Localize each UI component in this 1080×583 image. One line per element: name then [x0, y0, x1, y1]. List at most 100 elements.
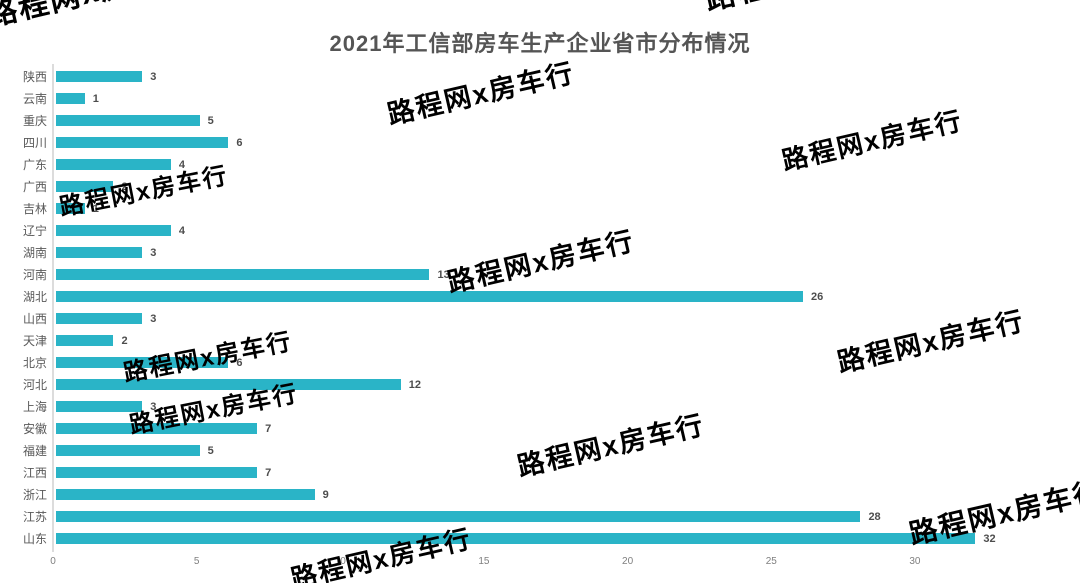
category-label: 吉林	[22, 202, 47, 216]
value-label: 26	[810, 291, 824, 303]
watermark-text: 路程网x房车行	[700, 0, 915, 19]
value-label: 7	[265, 423, 272, 435]
plot-area: 陕西 3 云南 1 重庆 5 四川 6 广东 4 广西 2 吉林 1 辽宁 4 湖南 3 河南 13 湖北 26 山西 3 天津…	[23, 66, 1063, 550]
bar	[56, 181, 114, 192]
x-tick-label: 5	[193, 556, 200, 567]
value-label: 6	[236, 137, 243, 149]
bar	[56, 423, 258, 434]
bar	[56, 379, 401, 390]
category-label: 江苏	[22, 510, 47, 524]
category-label: 福建	[22, 444, 47, 458]
bar	[56, 313, 143, 324]
category-label: 河北	[22, 378, 47, 392]
bar-row: 上海 3	[23, 396, 1063, 418]
bar-row: 安徽 7	[23, 418, 1063, 440]
bar-row: 河北 12	[23, 374, 1063, 396]
bar	[56, 401, 143, 412]
bar-row: 吉林 1	[23, 198, 1063, 220]
bar	[56, 71, 143, 82]
bar-row: 重庆 5	[23, 110, 1063, 132]
bar	[56, 225, 171, 236]
x-tick-label: 30	[909, 556, 921, 567]
value-label: 1	[92, 203, 99, 215]
bar	[56, 115, 200, 126]
bar-row: 天津 2	[23, 330, 1063, 352]
bar-row: 陕西 3	[23, 66, 1063, 88]
value-label: 9	[322, 489, 329, 501]
category-label: 山西	[22, 312, 47, 326]
value-label: 4	[178, 225, 186, 237]
category-label: 河南	[22, 268, 47, 282]
value-label: 3	[150, 401, 157, 413]
bar-row: 广西 2	[23, 176, 1063, 198]
y-axis-line	[52, 64, 54, 552]
category-label: 江西	[22, 466, 47, 480]
category-label: 湖北	[22, 290, 47, 304]
bar	[56, 291, 803, 302]
value-label: 2	[121, 335, 128, 347]
category-label: 天津	[22, 334, 47, 348]
bar-row: 湖南 3	[23, 242, 1063, 264]
bar-row: 湖北 26	[23, 286, 1063, 308]
bar-row: 福建 5	[23, 440, 1063, 462]
bar-row: 山西 3	[23, 308, 1063, 330]
bar	[56, 93, 85, 104]
x-tick-label: 25	[765, 556, 777, 567]
bar-row: 辽宁 4	[23, 220, 1063, 242]
bar	[56, 159, 171, 170]
x-tick-label: 20	[622, 556, 634, 567]
category-label: 浙江	[22, 488, 47, 502]
bar	[56, 533, 976, 544]
category-label: 辽宁	[22, 224, 47, 238]
category-label: 上海	[22, 400, 47, 414]
value-label: 32	[983, 533, 996, 545]
bar-row: 浙江 9	[23, 484, 1063, 506]
value-label: 6	[236, 357, 243, 369]
category-label: 安徽	[22, 422, 47, 436]
bar-row: 山东 32	[23, 528, 1063, 550]
chart-title: 2021年工信部房车生产企业省市分布情况	[329, 31, 751, 56]
x-tick-label: 15	[478, 556, 490, 567]
value-label: 2	[121, 181, 128, 193]
bar-row: 北京 6	[23, 352, 1063, 374]
x-tick-label: 0	[50, 556, 56, 567]
category-label: 湖南	[22, 246, 47, 260]
bar	[56, 335, 114, 346]
category-label: 广西	[22, 180, 47, 194]
bar	[56, 511, 861, 522]
bar-row: 江苏 28	[23, 506, 1063, 528]
category-label: 山东	[22, 532, 47, 546]
value-label: 7	[265, 467, 272, 479]
category-label: 陕西	[22, 70, 47, 84]
bar	[56, 203, 85, 214]
category-label: 北京	[22, 356, 47, 370]
bar-row: 四川 6	[23, 132, 1063, 154]
value-label: 3	[150, 71, 157, 83]
bar	[56, 489, 315, 500]
value-label: 1	[92, 93, 99, 105]
value-label: 5	[207, 115, 214, 127]
bar-row: 河南 13	[23, 264, 1063, 286]
bar	[56, 137, 229, 148]
bar	[56, 269, 430, 280]
x-axis: 0 5 10 15 20 25 30	[50, 556, 1063, 572]
bar	[56, 357, 229, 368]
x-tick-label: 10	[334, 556, 346, 567]
bar	[56, 247, 143, 258]
category-label: 四川	[22, 136, 47, 150]
bar	[56, 445, 200, 456]
value-label: 13	[437, 269, 450, 281]
bar-row: 云南 1	[23, 88, 1063, 110]
value-label: 5	[207, 445, 214, 457]
value-label: 4	[178, 159, 186, 171]
value-label: 3	[150, 247, 157, 259]
value-label: 28	[868, 511, 881, 523]
bar	[56, 467, 258, 478]
value-label: 3	[150, 313, 157, 325]
category-label: 云南	[22, 92, 47, 106]
category-label: 广东	[22, 158, 47, 172]
bar-row: 广东 4	[23, 154, 1063, 176]
value-label: 12	[408, 379, 421, 391]
category-label: 重庆	[22, 114, 47, 128]
